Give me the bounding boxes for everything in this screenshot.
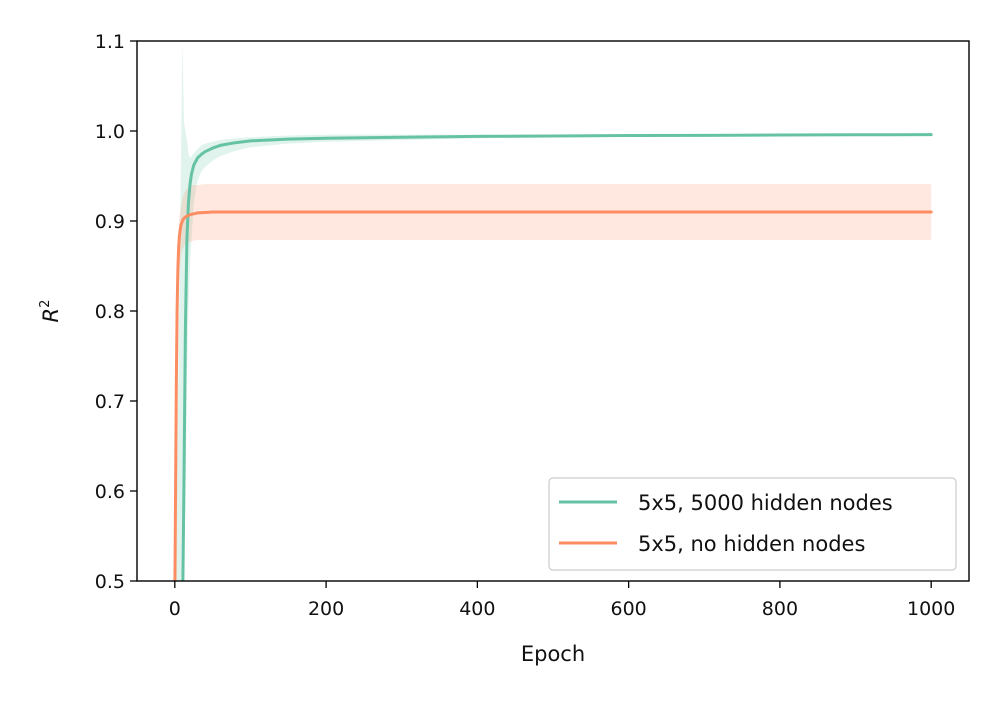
legend-box bbox=[548, 477, 957, 571]
x-tick-label: 1000 bbox=[907, 598, 955, 620]
y-tick-label: 1.0 bbox=[95, 121, 125, 143]
y-axis-label-main: R bbox=[39, 308, 63, 323]
x-tick-label: 600 bbox=[611, 598, 647, 620]
x-tick-label: 800 bbox=[762, 598, 798, 620]
x-tick-label: 400 bbox=[459, 598, 495, 620]
y-tick-label: 0.6 bbox=[95, 481, 125, 503]
x-axis: 0 200 400 600 800 1000 bbox=[169, 581, 955, 620]
y-axis: 0.5 0.6 0.7 0.8 0.9 1.0 1.1 bbox=[95, 31, 137, 593]
series-line-0 bbox=[181, 133, 933, 581]
y-tick-label: 0.7 bbox=[95, 391, 125, 413]
legend-label-no-hidden: 5x5, no hidden nodes bbox=[638, 532, 865, 556]
y-tick-label: 0.8 bbox=[95, 301, 125, 323]
x-tick-label: 0 bbox=[169, 598, 181, 620]
x-tick-label: 200 bbox=[308, 598, 344, 620]
series-lines bbox=[173, 133, 933, 581]
series-line-1 bbox=[173, 210, 933, 581]
legend-label-5000-hidden: 5x5, 5000 hidden nodes bbox=[638, 491, 893, 515]
x-axis-label: Epoch bbox=[521, 642, 585, 666]
confidence-bands bbox=[174, 41, 932, 581]
y-axis-label: R2 bbox=[38, 300, 63, 323]
confidence-band-series-1 bbox=[174, 184, 932, 581]
y-tick-label: 0.9 bbox=[95, 211, 125, 233]
y-tick-label: 1.1 bbox=[95, 31, 125, 53]
y-axis-label-superscript: 2 bbox=[38, 300, 53, 308]
legend: 5x5, 5000 hidden nodes 5x5, no hidden no… bbox=[548, 477, 957, 571]
y-tick-label: 0.5 bbox=[95, 571, 125, 593]
